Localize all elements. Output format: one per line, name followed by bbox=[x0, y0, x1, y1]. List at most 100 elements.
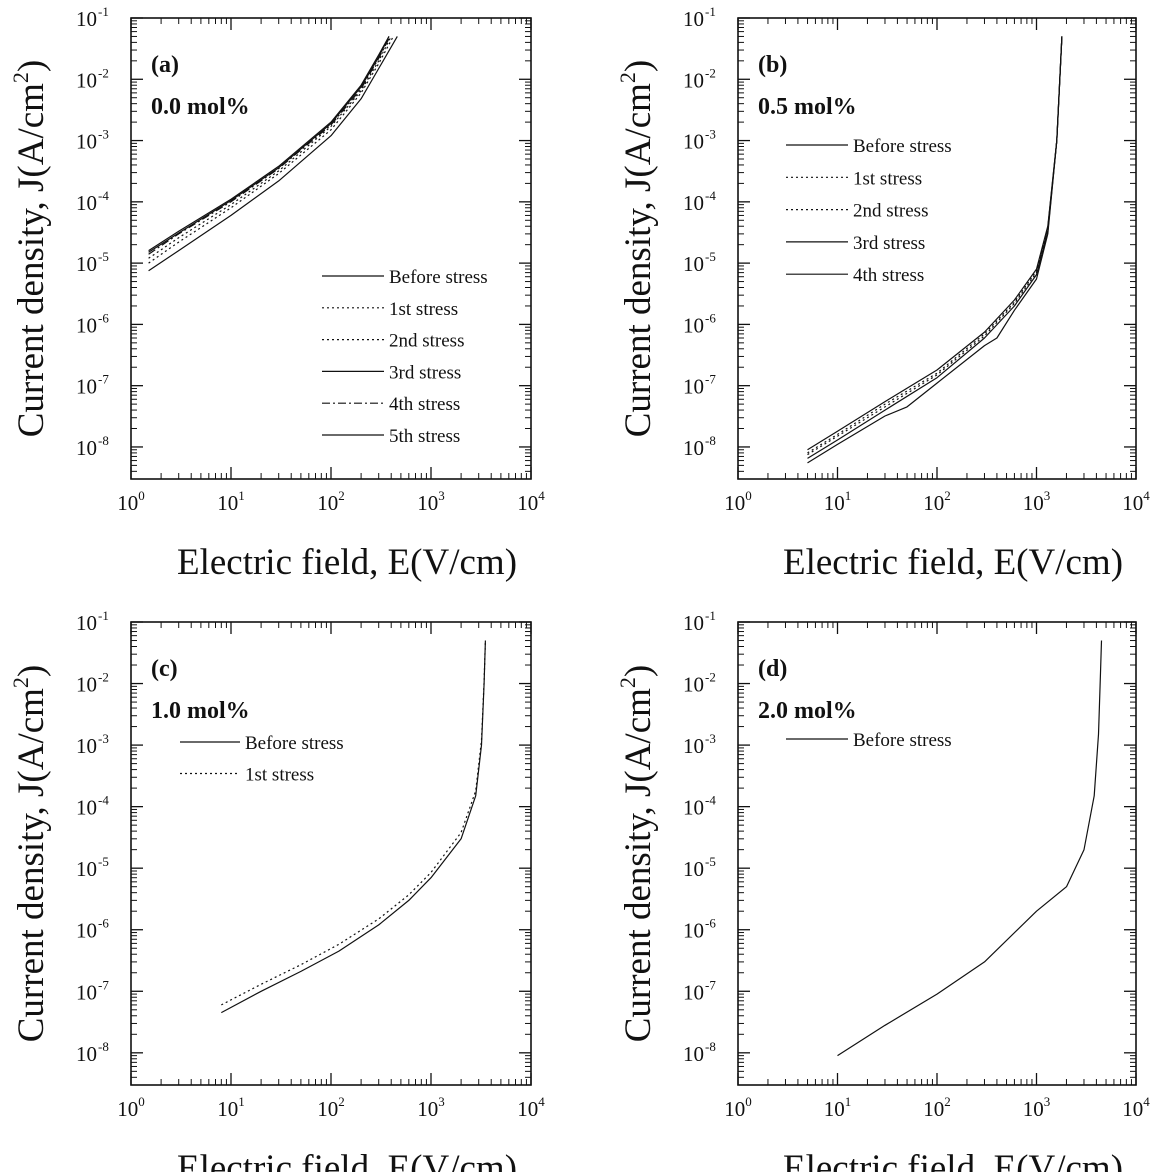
x-tick-label: 100 bbox=[724, 488, 752, 515]
y-tick-label: 10 bbox=[76, 796, 97, 820]
y-tick-label-exponent: -4 bbox=[705, 793, 716, 808]
y-tick-label: 10 bbox=[76, 436, 97, 460]
y-tick-label: 10 bbox=[683, 857, 704, 881]
y-tick-label-exponent: -1 bbox=[98, 4, 109, 19]
series-line-2 bbox=[148, 36, 392, 259]
legend-label: 4th stress bbox=[389, 394, 460, 415]
y-tick-label: 10 bbox=[76, 252, 97, 276]
x-tick-label: 101 bbox=[217, 1094, 245, 1121]
x-tick-label: 100 bbox=[724, 1094, 752, 1121]
y-tick-label-exponent: -6 bbox=[705, 310, 716, 325]
x-tick-label: 101 bbox=[824, 488, 852, 515]
x-axis-title: Electric field, E(V/cm) bbox=[783, 1148, 1123, 1172]
x-tick-label: 104 bbox=[1122, 488, 1150, 515]
composition-annotation: 0.5 mol% bbox=[758, 94, 857, 120]
y-tick-label-exponent: -1 bbox=[705, 608, 716, 623]
y-axis-title: Current density, J(A/cm2) bbox=[615, 665, 659, 1043]
x-tick-label: 102 bbox=[923, 488, 951, 515]
composition-annotation: 2.0 mol% bbox=[758, 698, 857, 724]
y-tick-label-exponent: -4 bbox=[705, 188, 716, 203]
y-tick-label-exponent: -8 bbox=[98, 433, 109, 448]
series-line-3 bbox=[807, 36, 1063, 454]
series-line-2 bbox=[807, 36, 1063, 456]
y-axis-title: Current density, J(A/cm2) bbox=[615, 60, 659, 438]
y-tick-label: 10 bbox=[76, 857, 97, 881]
y-tick-label: 10 bbox=[76, 919, 97, 943]
composition-annotation: 0.0 mol% bbox=[151, 94, 250, 120]
y-tick-label: 10 bbox=[76, 1042, 97, 1066]
legend-label: Before stress bbox=[853, 730, 952, 751]
y-tick-label: 10 bbox=[683, 796, 704, 820]
x-tick-label: 101 bbox=[217, 488, 245, 515]
y-tick-label-exponent: -8 bbox=[98, 1039, 109, 1054]
y-tick-label-exponent: -3 bbox=[705, 731, 716, 746]
panel-label: (a) bbox=[151, 52, 179, 78]
x-tick-label: 100 bbox=[117, 1094, 145, 1121]
legend-label: Before stress bbox=[389, 267, 488, 288]
panel-label: (d) bbox=[758, 656, 787, 682]
x-tick-label: 104 bbox=[517, 488, 545, 515]
y-tick-label: 10 bbox=[76, 375, 97, 399]
x-tick-label: 102 bbox=[317, 488, 345, 515]
y-tick-label: 10 bbox=[76, 980, 97, 1004]
y-tick-label-exponent: -4 bbox=[98, 188, 109, 203]
legend-label: 1st stress bbox=[853, 168, 922, 189]
plot-frame bbox=[130, 621, 532, 1086]
y-tick-label-exponent: -4 bbox=[98, 793, 109, 808]
legend-label: 4th stress bbox=[853, 265, 924, 286]
y-tick-label: 10 bbox=[76, 734, 97, 758]
y-tick-label-exponent: -6 bbox=[98, 916, 109, 931]
legend-label: Before stress bbox=[245, 733, 344, 754]
y-tick-label: 10 bbox=[683, 68, 704, 92]
x-tick-label: 102 bbox=[317, 1094, 345, 1121]
y-tick-label: 10 bbox=[683, 919, 704, 943]
legend-label: 2nd stress bbox=[389, 331, 464, 352]
y-tick-label-exponent: -5 bbox=[705, 854, 716, 869]
y-tick-label-exponent: -2 bbox=[705, 670, 716, 685]
y-tick-label: 10 bbox=[683, 313, 704, 337]
x-tick-label: 100 bbox=[117, 488, 145, 515]
y-tick-label: 10 bbox=[683, 252, 704, 276]
y-tick-label-exponent: -3 bbox=[98, 127, 109, 142]
y-tick-label: 10 bbox=[683, 191, 704, 215]
x-tick-label: 104 bbox=[517, 1094, 545, 1121]
plot-frame bbox=[737, 17, 1137, 480]
y-tick-label: 10 bbox=[683, 7, 704, 31]
y-tick-label-exponent: -3 bbox=[98, 731, 109, 746]
panel-label: (c) bbox=[151, 656, 178, 682]
y-tick-label-exponent: -6 bbox=[98, 310, 109, 325]
series-line-4 bbox=[148, 36, 390, 253]
x-tick-label: 103 bbox=[1023, 1094, 1051, 1121]
y-tick-label: 10 bbox=[76, 191, 97, 215]
y-tick-label-exponent: -8 bbox=[705, 1039, 716, 1054]
series-line-1 bbox=[837, 640, 1103, 1057]
y-tick-label: 10 bbox=[683, 611, 704, 635]
y-tick-label: 10 bbox=[683, 130, 704, 154]
y-tick-label-exponent: -8 bbox=[705, 433, 716, 448]
y-tick-label: 10 bbox=[683, 436, 704, 460]
series-line-5 bbox=[807, 36, 1063, 464]
y-tick-label-exponent: -2 bbox=[98, 65, 109, 80]
legend-label: 1st stress bbox=[389, 299, 458, 320]
y-tick-label-exponent: -6 bbox=[705, 916, 716, 931]
legend-label: Before stress bbox=[853, 136, 952, 157]
legend-label: 3rd stress bbox=[389, 362, 461, 383]
x-tick-label: 101 bbox=[824, 1094, 852, 1121]
y-tick-label-exponent: -7 bbox=[705, 372, 716, 387]
y-tick-label-exponent: -5 bbox=[705, 249, 716, 264]
x-tick-label: 103 bbox=[1023, 488, 1051, 515]
series-line-5 bbox=[148, 36, 391, 255]
x-axis-title: Electric field, E(V/cm) bbox=[177, 1148, 517, 1172]
x-axis-title: Electric field, E(V/cm) bbox=[177, 542, 517, 583]
x-axis-title: Electric field, E(V/cm) bbox=[783, 542, 1123, 583]
y-tick-label-exponent: -7 bbox=[98, 977, 109, 992]
x-tick-label: 102 bbox=[923, 1094, 951, 1121]
y-tick-label-exponent: -3 bbox=[705, 127, 716, 142]
series-line-2 bbox=[221, 640, 486, 1006]
x-tick-label: 103 bbox=[417, 1094, 445, 1121]
y-tick-label: 10 bbox=[683, 1042, 704, 1066]
